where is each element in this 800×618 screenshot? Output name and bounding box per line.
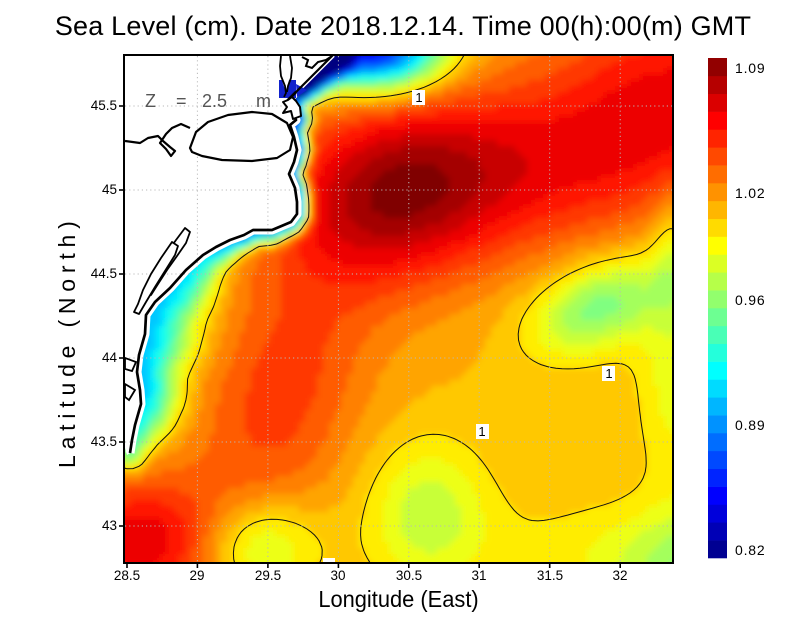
svg-text:1: 1 xyxy=(415,90,422,105)
svg-text:1: 1 xyxy=(605,366,612,381)
svg-text:1: 1 xyxy=(478,424,485,439)
